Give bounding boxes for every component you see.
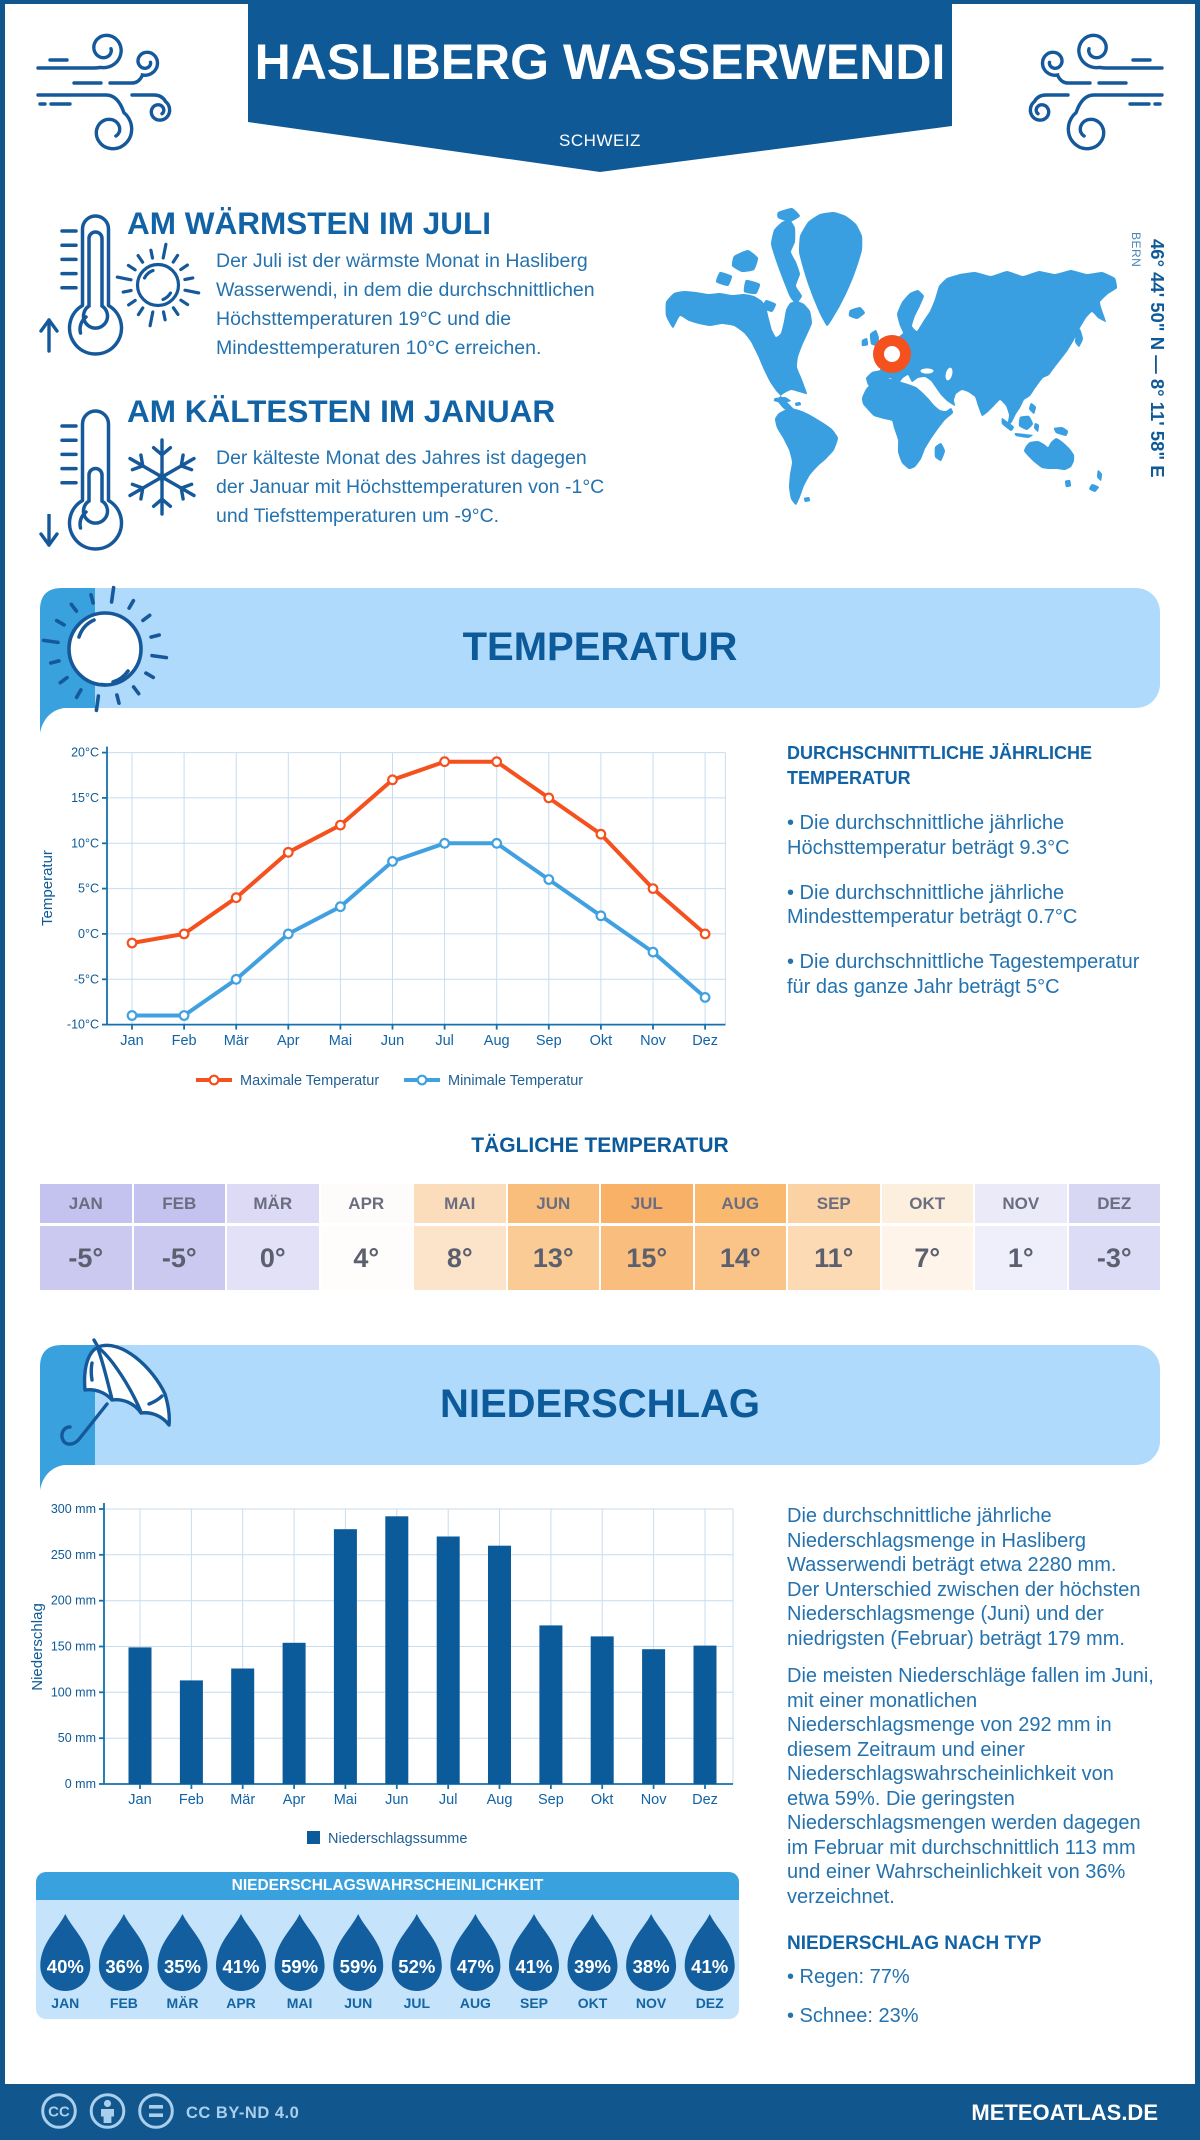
svg-text:52%: 52%: [398, 1956, 435, 1977]
svg-text:Mär: Mär: [230, 1792, 255, 1808]
svg-text:JUL: JUL: [404, 1995, 431, 2011]
svg-text:20°C: 20°C: [71, 746, 99, 760]
svg-text:Temperatur: Temperatur: [39, 850, 56, 926]
svg-text:MÄR: MÄR: [167, 1995, 199, 2011]
svg-text:200 mm: 200 mm: [51, 1594, 96, 1608]
svg-text:59%: 59%: [281, 1956, 318, 1977]
svg-text:Okt: Okt: [591, 1792, 614, 1808]
svg-text:Jan: Jan: [120, 1033, 143, 1049]
svg-text:SEP: SEP: [520, 1995, 548, 2011]
svg-text:-5°C: -5°C: [74, 972, 99, 986]
svg-text:59%: 59%: [340, 1956, 377, 1977]
svg-text:50 mm: 50 mm: [58, 1731, 96, 1745]
svg-text:Mai: Mai: [334, 1792, 357, 1808]
svg-text:Maximale Temperatur: Maximale Temperatur: [240, 1073, 379, 1089]
svg-text:Mär: Mär: [224, 1033, 249, 1049]
svg-text:OKT: OKT: [578, 1995, 608, 2011]
svg-text:Nov: Nov: [640, 1033, 667, 1049]
svg-text:Sep: Sep: [538, 1792, 564, 1808]
svg-text:APR: APR: [226, 1995, 256, 2011]
svg-text:Jun: Jun: [381, 1033, 404, 1049]
svg-text:Feb: Feb: [172, 1033, 197, 1049]
svg-text:35%: 35%: [164, 1956, 201, 1977]
svg-text:Okt: Okt: [590, 1033, 613, 1049]
svg-text:47%: 47%: [457, 1956, 494, 1977]
svg-text:41%: 41%: [222, 1956, 259, 1977]
svg-text:39%: 39%: [574, 1956, 611, 1977]
svg-text:Apr: Apr: [277, 1033, 300, 1049]
svg-text:0°C: 0°C: [78, 927, 99, 941]
svg-text:41%: 41%: [691, 1956, 728, 1977]
svg-text:NOV: NOV: [636, 1995, 667, 2011]
svg-text:JAN: JAN: [51, 1995, 79, 2011]
svg-text:Dez: Dez: [692, 1792, 718, 1808]
svg-text:300 mm: 300 mm: [51, 1502, 96, 1516]
svg-text:Jul: Jul: [435, 1033, 454, 1049]
svg-text:DEZ: DEZ: [696, 1995, 724, 2011]
svg-text:100 mm: 100 mm: [51, 1685, 96, 1699]
svg-text:5°C: 5°C: [78, 882, 99, 896]
svg-text:Jun: Jun: [385, 1792, 408, 1808]
svg-text:-10°C: -10°C: [67, 1018, 99, 1032]
svg-text:Mai: Mai: [329, 1033, 352, 1049]
svg-text:Niederschlagssumme: Niederschlagssumme: [328, 1831, 467, 1847]
svg-text:Apr: Apr: [283, 1792, 306, 1808]
svg-text:10°C: 10°C: [71, 836, 99, 850]
svg-text:250 mm: 250 mm: [51, 1548, 96, 1562]
svg-text:15°C: 15°C: [71, 791, 99, 805]
svg-text:38%: 38%: [633, 1956, 670, 1977]
svg-text:40%: 40%: [47, 1956, 84, 1977]
svg-text:41%: 41%: [515, 1956, 552, 1977]
svg-text:Jan: Jan: [128, 1792, 151, 1808]
svg-text:JUN: JUN: [344, 1995, 372, 2011]
svg-text:Aug: Aug: [484, 1033, 510, 1049]
svg-text:Niederschlag: Niederschlag: [29, 1603, 46, 1691]
svg-text:Aug: Aug: [487, 1792, 513, 1808]
svg-text:36%: 36%: [105, 1956, 142, 1977]
svg-text:Jul: Jul: [439, 1792, 458, 1808]
svg-text:AUG: AUG: [460, 1995, 491, 2011]
svg-text:Dez: Dez: [692, 1033, 718, 1049]
svg-text:150 mm: 150 mm: [51, 1640, 96, 1654]
svg-text:FEB: FEB: [110, 1995, 138, 2011]
svg-text:Nov: Nov: [641, 1792, 668, 1808]
svg-text:Sep: Sep: [536, 1033, 562, 1049]
svg-text:CC: CC: [48, 2104, 70, 2121]
svg-text:0 mm: 0 mm: [65, 1777, 96, 1791]
svg-text:MAI: MAI: [287, 1995, 313, 2011]
svg-text:Feb: Feb: [179, 1792, 204, 1808]
svg-text:Minimale Temperatur: Minimale Temperatur: [448, 1073, 583, 1089]
